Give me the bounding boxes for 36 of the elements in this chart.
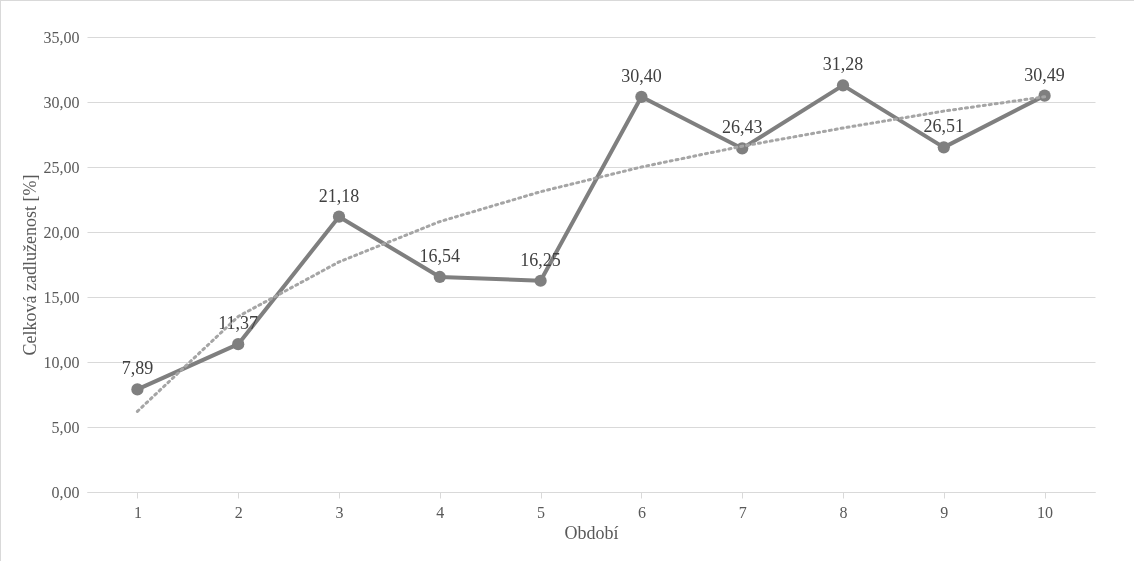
x-tick-label: 6 xyxy=(637,503,646,521)
x-axis-title: Období xyxy=(564,522,619,543)
data-label: 26,43 xyxy=(721,117,763,138)
y-tick-label: 20,00 xyxy=(43,223,80,241)
data-label: 30,49 xyxy=(1024,64,1065,85)
y-tick-label: 0,00 xyxy=(51,483,80,501)
data-label: 31,28 xyxy=(822,54,864,75)
y-tick-label: 25,00 xyxy=(43,158,80,176)
point xyxy=(937,141,950,154)
point xyxy=(635,90,648,103)
x-tick-label: 2 xyxy=(234,503,243,521)
data-label: 7,89 xyxy=(121,358,154,379)
point xyxy=(534,274,547,287)
y-tick-label: 5,00 xyxy=(51,418,80,436)
x-tick-label: 1 xyxy=(133,503,142,521)
x-tick-label: 5 xyxy=(537,503,546,521)
y-tick-label: 10,00 xyxy=(43,353,80,371)
data-label: 16,54 xyxy=(419,245,461,266)
x-tick-label: 4 xyxy=(436,503,445,521)
point xyxy=(232,338,245,351)
data-label: 30,40 xyxy=(621,65,662,86)
x-tick-label: 3 xyxy=(335,503,344,521)
point xyxy=(131,383,144,396)
y-tick-label: 30,00 xyxy=(43,93,80,111)
x-tick-label: 7 xyxy=(738,503,747,521)
y-axis-title: Celková zadluženost [%] xyxy=(19,174,40,356)
point xyxy=(836,79,850,92)
data-label: 26,51 xyxy=(923,116,965,137)
data-label: 21,18 xyxy=(318,185,360,206)
y-tick-label: 15,00 xyxy=(43,288,80,306)
x-tick-label: 10 xyxy=(1037,503,1054,521)
x-tick-label: 8 xyxy=(839,503,848,521)
x-tick-label: 9 xyxy=(940,503,949,521)
point xyxy=(332,210,346,223)
point xyxy=(433,270,446,284)
y-tick-label: 35,00 xyxy=(43,28,80,46)
